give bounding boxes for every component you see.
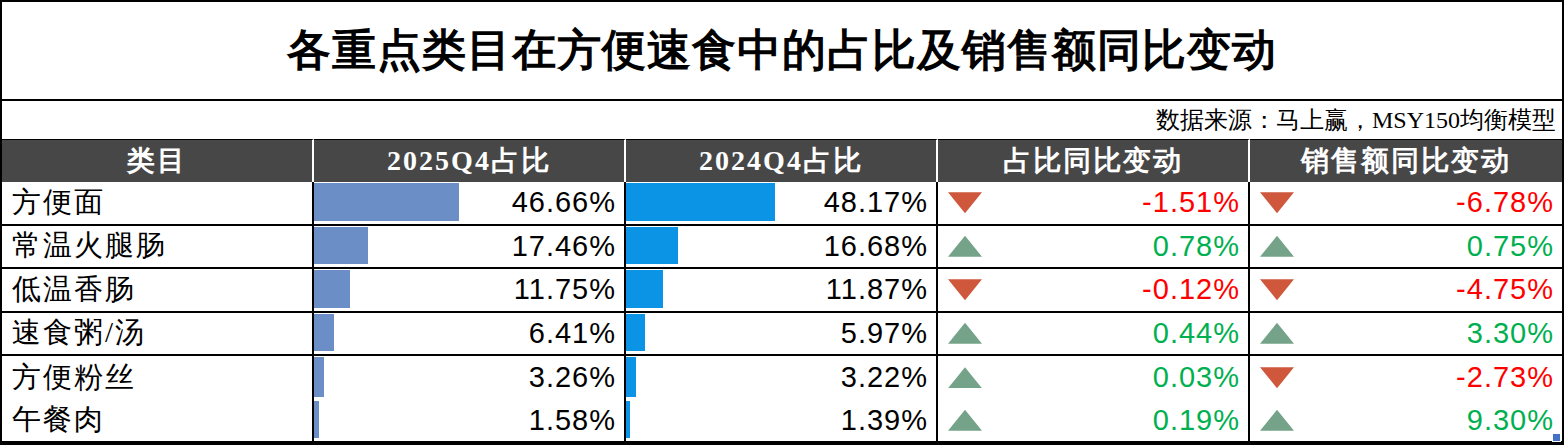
share-2024-value: 3.22% (626, 361, 936, 394)
share-change-cell[interactable]: -1.51% (938, 182, 1250, 226)
share-change-cell[interactable]: 0.44% (938, 313, 1250, 357)
share-2024-value: 16.68% (626, 230, 936, 263)
up-triangle-icon (1260, 236, 1294, 257)
title-bar: 各重点类目在方便速食中的占比及销售额同比变动 (2, 2, 1562, 101)
sales-change-value: 0.75% (1294, 230, 1562, 263)
down-triangle-icon (1260, 279, 1294, 300)
sales-change-cell[interactable]: 9.30% (1250, 400, 1562, 444)
share-2025-cell[interactable]: 3.26% (314, 356, 626, 400)
sales-change-cell[interactable]: -6.78% (1250, 182, 1562, 226)
page-title: 各重点类目在方便速食中的占比及销售额同比变动 (287, 21, 1277, 80)
share-2024-cell[interactable]: 16.68% (626, 226, 938, 270)
share-change-value: 0.03% (982, 361, 1248, 394)
share-2024-cell[interactable]: 3.22% (626, 356, 938, 400)
share-change-value: -1.51% (982, 186, 1248, 219)
up-triangle-icon (1260, 410, 1294, 431)
share-2024-value: 5.97% (626, 317, 936, 350)
share-2024-cell[interactable]: 5.97% (626, 313, 938, 357)
share-2024-value: 48.17% (626, 186, 936, 219)
share-change-cell[interactable]: 0.03% (938, 356, 1250, 400)
share-2025-value: 6.41% (314, 317, 624, 350)
sales-change-cell[interactable]: -2.73% (1250, 356, 1562, 400)
share-2025-cell[interactable]: 17.46% (314, 226, 626, 270)
sales-change-cell[interactable]: -4.75% (1250, 269, 1562, 313)
category-cell[interactable]: 速食粥/汤 (2, 313, 314, 357)
column-header-category: 类目 (2, 139, 314, 182)
share-2024-cell[interactable]: 11.87% (626, 269, 938, 313)
sales-change-value: -4.75% (1294, 273, 1562, 306)
down-triangle-icon (948, 192, 982, 213)
source-note: 数据来源：马上赢，MSY150均衡模型 (2, 101, 1562, 139)
share-2025-value: 46.66% (314, 186, 624, 219)
data-table: 类目 2025Q4占比 2024Q4占比 占比同比变动 销售额同比变动 方便面 … (2, 139, 1562, 443)
sales-change-cell[interactable]: 3.30% (1250, 313, 1562, 357)
share-change-value: 0.78% (982, 230, 1248, 263)
share-change-value: -0.12% (982, 273, 1248, 306)
report-table: 各重点类目在方便速食中的占比及销售额同比变动 数据来源：马上赢，MSY150均衡… (0, 0, 1564, 445)
sales-change-value: -2.73% (1294, 361, 1562, 394)
share-2025-value: 11.75% (314, 273, 624, 306)
up-triangle-icon (948, 367, 982, 388)
category-cell[interactable]: 方便面 (2, 182, 314, 226)
share-change-cell[interactable]: 0.78% (938, 226, 1250, 270)
share-2024-cell[interactable]: 48.17% (626, 182, 938, 226)
down-triangle-icon (1260, 367, 1294, 388)
up-triangle-icon (948, 236, 982, 257)
up-triangle-icon (948, 410, 982, 431)
sales-change-value: 9.30% (1294, 404, 1562, 437)
down-triangle-icon (1260, 192, 1294, 213)
share-change-value: 0.19% (982, 404, 1248, 437)
share-2025-cell[interactable]: 6.41% (314, 313, 626, 357)
sales-change-value: 3.30% (1294, 317, 1562, 350)
up-triangle-icon (1260, 323, 1294, 344)
down-triangle-icon (948, 279, 982, 300)
up-triangle-icon (948, 323, 982, 344)
category-cell[interactable]: 低温香肠 (2, 269, 314, 313)
share-change-value: 0.44% (982, 317, 1248, 350)
category-cell[interactable]: 方便粉丝 (2, 356, 314, 400)
selection-handle-icon[interactable] (1552, 433, 1561, 442)
column-header-sales-change: 销售额同比变动 (1250, 139, 1562, 182)
share-2024-value: 11.87% (626, 273, 936, 306)
sales-change-cell[interactable]: 0.75% (1250, 226, 1562, 270)
category-cell[interactable]: 常温火腿肠 (2, 226, 314, 270)
share-2025-value: 1.58% (314, 404, 624, 437)
sales-change-value: -6.78% (1294, 186, 1562, 219)
column-header-share-2024: 2024Q4占比 (626, 139, 938, 182)
share-change-cell[interactable]: -0.12% (938, 269, 1250, 313)
column-header-share-change: 占比同比变动 (938, 139, 1250, 182)
share-2025-cell[interactable]: 1.58% (314, 400, 626, 444)
column-header-share-2025: 2025Q4占比 (314, 139, 626, 182)
share-2024-cell[interactable]: 1.39% (626, 400, 938, 444)
category-cell[interactable]: 午餐肉 (2, 400, 314, 444)
share-change-cell[interactable]: 0.19% (938, 400, 1250, 444)
share-2025-cell[interactable]: 46.66% (314, 182, 626, 226)
share-2024-value: 1.39% (626, 404, 936, 437)
share-2025-value: 17.46% (314, 230, 624, 263)
share-2025-value: 3.26% (314, 361, 624, 394)
share-2025-cell[interactable]: 11.75% (314, 269, 626, 313)
